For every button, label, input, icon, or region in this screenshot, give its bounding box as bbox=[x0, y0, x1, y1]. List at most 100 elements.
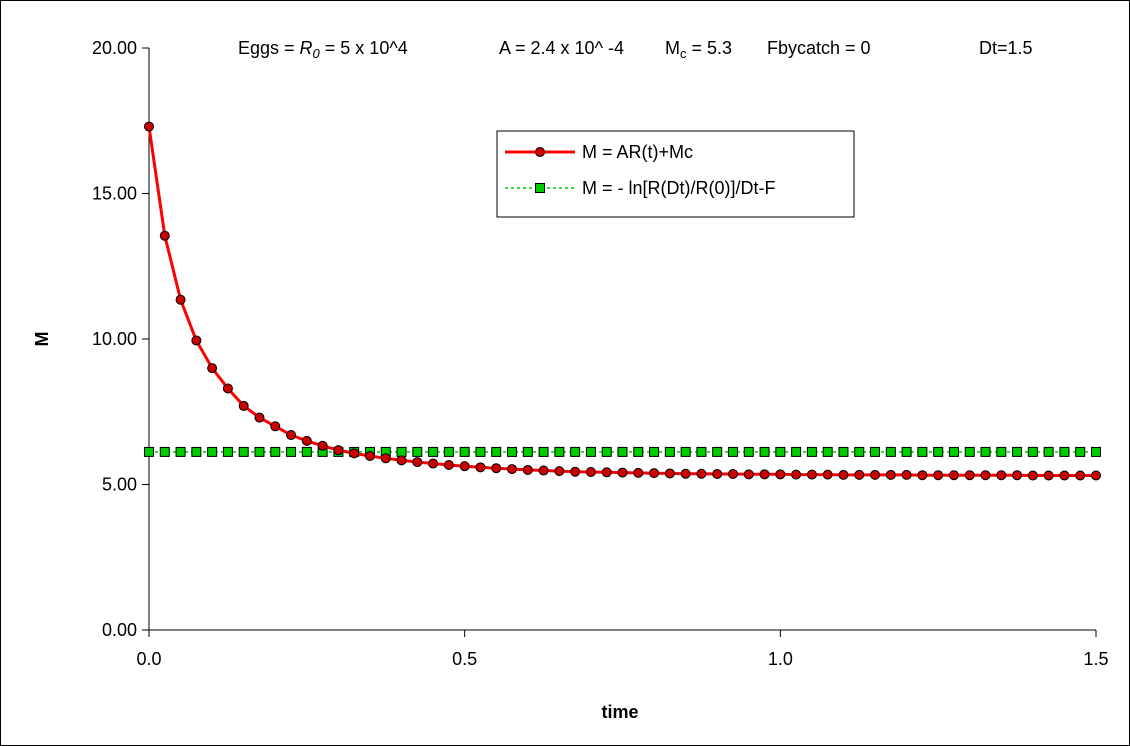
y-tick-label: 20.00 bbox=[92, 38, 137, 58]
data-point-series-2 bbox=[1091, 446, 1101, 457]
data-point-series-1 bbox=[364, 450, 375, 461]
data-point-series-1 bbox=[412, 457, 423, 468]
data-point-series-2 bbox=[727, 446, 738, 457]
data-point-series-1 bbox=[806, 469, 817, 480]
data-point-series-1 bbox=[822, 469, 833, 480]
data-point-series-2 bbox=[538, 446, 549, 457]
data-point-series-1 bbox=[1027, 470, 1038, 481]
data-point-series-1 bbox=[933, 470, 944, 481]
data-point-series-2 bbox=[791, 446, 802, 457]
data-point-series-1 bbox=[144, 121, 154, 132]
data-point-series-1 bbox=[696, 468, 707, 479]
data-point-series-2 bbox=[443, 446, 454, 457]
data-point-series-2 bbox=[901, 446, 912, 457]
data-point-series-2 bbox=[175, 446, 186, 457]
data-point-series-2 bbox=[1012, 446, 1023, 457]
data-point-series-1 bbox=[775, 469, 786, 480]
data-point-series-2 bbox=[775, 446, 786, 457]
data-point-series-1 bbox=[522, 464, 533, 475]
data-point-series-2 bbox=[1043, 446, 1054, 457]
legend: M = AR(t)+Mc M = - ln[R(Dt)/R(0)]/Dt-F bbox=[496, 130, 855, 218]
chart-annotation-params: Eggs = R0 = 5 x 10^4 bbox=[238, 38, 408, 61]
data-point-series-1 bbox=[1012, 470, 1023, 481]
data-point-series-1 bbox=[1091, 470, 1101, 481]
data-point-series-2 bbox=[554, 446, 565, 457]
data-point-series-1 bbox=[964, 470, 975, 481]
x-tick-label: 1.5 bbox=[1083, 649, 1108, 669]
data-point-series-2 bbox=[412, 446, 423, 457]
data-point-series-1 bbox=[443, 460, 454, 471]
data-point-series-2 bbox=[144, 446, 154, 457]
data-point-series-2 bbox=[601, 446, 612, 457]
data-point-series-2 bbox=[948, 446, 959, 457]
data-point-series-2 bbox=[159, 446, 170, 457]
data-point-series-2 bbox=[759, 446, 770, 457]
r0-subscript: 0 bbox=[313, 46, 321, 61]
data-point-series-2 bbox=[254, 446, 265, 457]
legend-box bbox=[496, 130, 855, 218]
data-point-series-1 bbox=[870, 469, 881, 480]
data-point-series-2 bbox=[428, 446, 439, 457]
x-axis-label: time bbox=[601, 702, 638, 722]
data-point-series-2 bbox=[712, 446, 723, 457]
data-point-series-1 bbox=[507, 464, 518, 475]
mc-param-text: Mc = 5.3 bbox=[665, 38, 732, 61]
data-point-series-2 bbox=[507, 446, 518, 457]
mc-value: = 5.3 bbox=[687, 38, 733, 58]
data-point-series-1 bbox=[885, 469, 896, 480]
mc-subscript: c bbox=[680, 46, 687, 61]
legend-label-series-2: M = - ln[R(Dt)/R(0)]/Dt-F bbox=[582, 178, 776, 198]
data-point-series-1 bbox=[1075, 470, 1086, 481]
data-point-series-1 bbox=[396, 455, 407, 466]
data-point-series-1 bbox=[917, 470, 928, 481]
data-point-series-1 bbox=[459, 461, 470, 472]
eggs-value: = 5 x 10^4 bbox=[320, 38, 408, 58]
data-point-series-2 bbox=[522, 446, 533, 457]
data-point-series-1 bbox=[617, 467, 628, 478]
data-point-series-1 bbox=[554, 466, 565, 477]
data-point-series-1 bbox=[317, 440, 328, 451]
legend-swatch-marker-series-1 bbox=[535, 147, 545, 157]
data-point-series-1 bbox=[948, 470, 959, 481]
legend-swatch-marker-series-2 bbox=[535, 183, 545, 193]
data-point-series-1 bbox=[159, 230, 170, 241]
data-point-series-1 bbox=[980, 470, 991, 481]
data-point-series-2 bbox=[1075, 446, 1086, 457]
data-point-series-2 bbox=[996, 446, 1007, 457]
data-point-series-1 bbox=[491, 463, 502, 474]
data-point-series-2 bbox=[743, 446, 754, 457]
data-point-series-2 bbox=[917, 446, 928, 457]
data-point-series-1 bbox=[1059, 470, 1070, 481]
data-point-series-1 bbox=[301, 435, 312, 446]
data-point-series-2 bbox=[459, 446, 470, 457]
r0-symbol: R bbox=[300, 38, 313, 58]
data-point-series-2 bbox=[854, 446, 865, 457]
data-point-series-2 bbox=[664, 446, 675, 457]
data-point-series-2 bbox=[696, 446, 707, 457]
data-point-series-2 bbox=[680, 446, 691, 457]
legend-label-series-1: M = AR(t)+Mc bbox=[582, 142, 693, 162]
data-point-series-1 bbox=[286, 430, 297, 441]
y-axis-label: M bbox=[32, 332, 52, 347]
data-point-series-2 bbox=[649, 446, 660, 457]
data-point-series-2 bbox=[222, 446, 233, 457]
data-point-series-1 bbox=[791, 469, 802, 480]
data-point-series-1 bbox=[585, 466, 596, 477]
axis-ticks: 0.00 5.00 10.00 15.00 20.00 0.0 0.5 1.0 1.5 bbox=[92, 38, 1109, 669]
data-point-series-1 bbox=[1043, 470, 1054, 481]
data-point-series-1 bbox=[254, 412, 265, 423]
data-point-series-2 bbox=[301, 446, 312, 457]
data-point-series-2 bbox=[964, 446, 975, 457]
y-tick-label: 0.00 bbox=[102, 620, 137, 640]
data-point-series-2 bbox=[191, 446, 202, 457]
data-point-series-2 bbox=[238, 446, 249, 457]
y-tick-label: 10.00 bbox=[92, 329, 137, 349]
data-point-series-2 bbox=[1059, 446, 1070, 457]
x-tick-label: 0.5 bbox=[452, 649, 477, 669]
data-point-series-1 bbox=[333, 445, 344, 456]
data-point-series-1 bbox=[996, 470, 1007, 481]
data-point-series-1 bbox=[901, 469, 912, 480]
y-tick-label: 15.00 bbox=[92, 184, 137, 204]
